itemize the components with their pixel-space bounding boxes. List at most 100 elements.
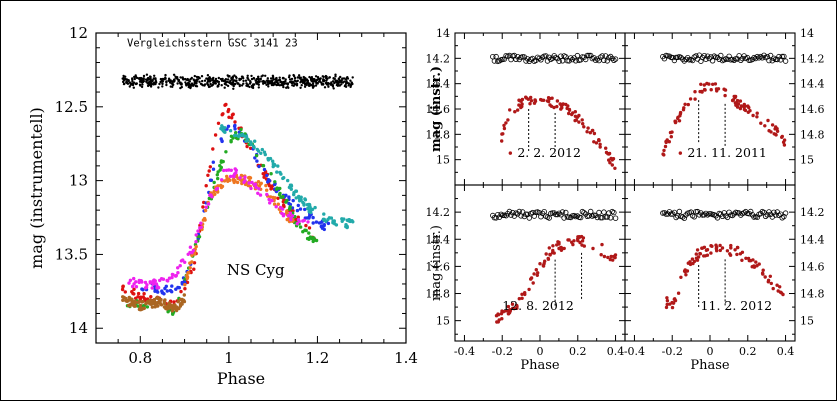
variable-point [669,135,673,139]
data-point [212,180,216,185]
data-point [270,198,274,203]
variable-point [698,89,702,94]
comparison-point [701,212,707,218]
comparison-point [670,54,676,61]
comparison-point [149,78,152,82]
panel-panel-aug-2012: 14.2 14.4 14.6 14.8 15 -0.4 -0.2 0 0.2 0.4 Phase ma… [426,184,626,373]
y-tick-label-right: 14.6 [800,103,825,116]
data-point [182,293,186,297]
variable-point [774,132,778,137]
data-point [278,205,283,210]
data-point [303,207,307,212]
y-tick-label: 13 [69,172,88,190]
comparison-point [536,55,542,62]
comparison-point [345,81,348,84]
comparison-point [736,53,742,59]
data-point [256,191,260,195]
variable-point [665,296,669,300]
data-point [278,170,282,175]
x-tick-label: 0.2 [739,345,757,358]
comparison-point [165,83,168,87]
variable-point [585,130,589,134]
variable-point [558,102,562,106]
data-point [148,281,153,285]
data-point [227,115,231,120]
variable-point [763,124,767,128]
data-point [133,304,137,308]
data-point [243,175,247,179]
comparison-point [177,79,180,82]
data-point [294,217,298,222]
comparison-point [776,53,782,60]
data-point [267,179,272,183]
comparison-point [200,75,204,78]
comparison-point [284,79,287,83]
data-point [286,178,290,183]
data-point [324,219,328,223]
comparison-point [311,80,314,83]
variable-point [542,98,546,103]
comparison-point [704,212,711,218]
comparison-point [212,76,215,80]
comparison-point [132,86,135,89]
comparison-point [554,211,561,218]
comparison-point [193,74,196,78]
y-tick-label: 14.4 [426,233,451,246]
comparison-point [701,53,707,59]
variable-point [578,240,582,245]
data-point [268,201,272,205]
variable-point [744,256,748,260]
comparison-point [164,73,167,77]
y-tick-label-right: 15 [800,315,814,328]
variable-point [523,292,527,297]
comparison-point [250,74,253,78]
data-point [282,176,286,180]
comparison-point [140,85,144,89]
data-point [238,176,242,180]
comparison-point [699,212,706,218]
data-point [192,267,196,271]
x-tick-label: 0 [537,345,544,358]
comparison-point [335,83,339,87]
data-point [307,237,311,241]
variable-point [555,99,560,103]
series-6 [127,167,310,290]
comparison-point [293,76,297,80]
variable-point [562,246,566,251]
data-point [307,216,311,220]
data-point [278,191,282,196]
data-point [228,174,233,179]
data-point [154,282,159,286]
data-point [219,185,224,190]
variable-point [684,273,688,277]
comparison-point [661,56,668,62]
comparison-point [766,57,772,64]
variable-point [729,243,733,248]
variable-point [676,291,681,295]
data-point [322,224,326,228]
variable-point [580,239,585,243]
variable-point [757,262,761,266]
comparison-point [315,82,318,85]
panel-date-label: 11. 2. 2012 [701,298,773,313]
comparison-point [286,82,290,85]
variable-point [496,313,501,317]
comparison-point [267,79,270,82]
variable-point [501,132,505,136]
comparison-point [323,86,327,89]
variable-point [781,140,786,144]
variable-point [766,118,770,123]
comparison-point [246,76,249,80]
panel-date-label: 12. 8. 2012 [502,298,574,313]
comparison-point [293,83,297,86]
data-point [285,211,289,215]
variable-point [720,246,725,250]
comparison-point [306,80,309,84]
comparison-point [233,74,236,77]
y-tick-label: 12.5 [55,98,88,116]
data-point [253,182,257,186]
data-point [351,220,355,224]
comparison-point [221,77,224,81]
comparison-point [262,82,265,85]
comparison-point [347,84,350,87]
